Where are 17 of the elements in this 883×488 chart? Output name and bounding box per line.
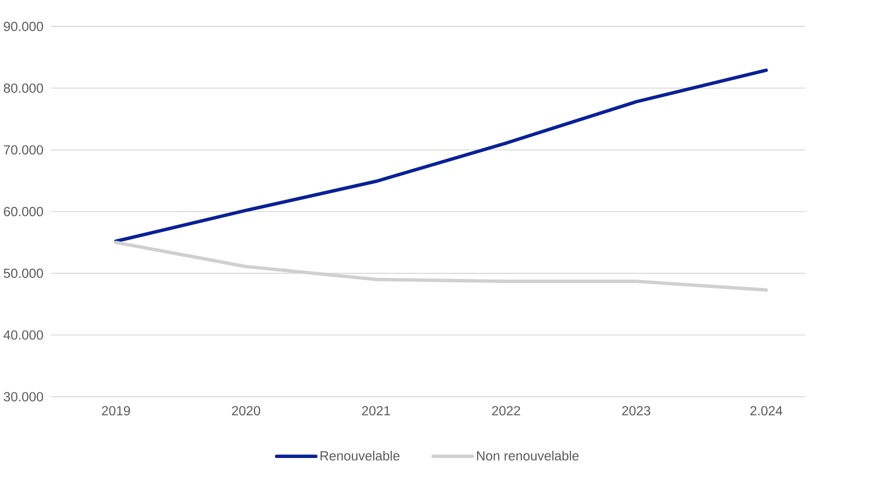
x-tick-label: 2.024 [750, 406, 782, 416]
y-tick-label: 90.000 [4, 22, 44, 32]
x-tick-label: 2023 [622, 406, 650, 416]
line-series [114, 240, 768, 292]
y-tick-label: 80.000 [4, 84, 44, 93]
y-tick-label: 30.000 [4, 392, 44, 402]
legend-label: Renouvelable [320, 450, 400, 461]
y-tick-label: 50.000 [4, 268, 44, 278]
y-tick-label: 70.000 [4, 145, 44, 155]
x-tick-label: 2019 [102, 406, 130, 416]
y-tick-label: 40.000 [4, 330, 44, 340]
x-tick-label: 2020 [232, 406, 260, 416]
y-tick-label: 60.000 [4, 207, 44, 216]
x-tick-label: 2021 [362, 406, 390, 416]
line-series [114, 68, 768, 243]
legend-label: Non renouvelable [477, 450, 579, 461]
x-tick-label: 2022 [492, 406, 520, 416]
